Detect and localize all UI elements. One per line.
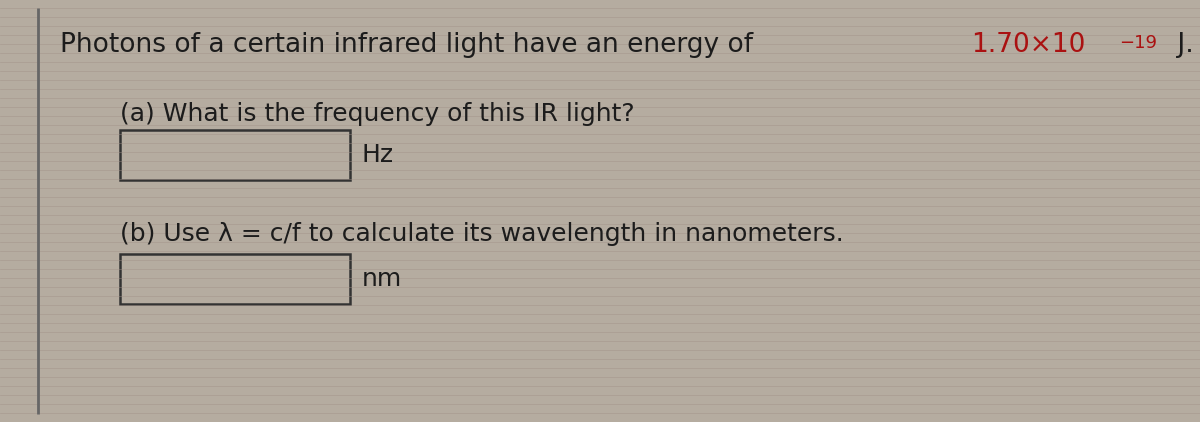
Text: J.: J. xyxy=(1169,32,1194,58)
FancyBboxPatch shape xyxy=(120,254,350,304)
Text: −19: −19 xyxy=(1120,34,1158,52)
Text: 1.70×10: 1.70×10 xyxy=(971,32,1086,58)
Text: nm: nm xyxy=(362,267,402,291)
Text: Photons of a certain infrared light have an energy of: Photons of a certain infrared light have… xyxy=(60,32,762,58)
Text: Hz: Hz xyxy=(362,143,394,167)
FancyBboxPatch shape xyxy=(120,130,350,180)
Text: (a) What is the frequency of this IR light?: (a) What is the frequency of this IR lig… xyxy=(120,102,635,126)
Text: (b) Use λ = c/f to calculate its wavelength in nanometers.: (b) Use λ = c/f to calculate its wavelen… xyxy=(120,222,844,246)
